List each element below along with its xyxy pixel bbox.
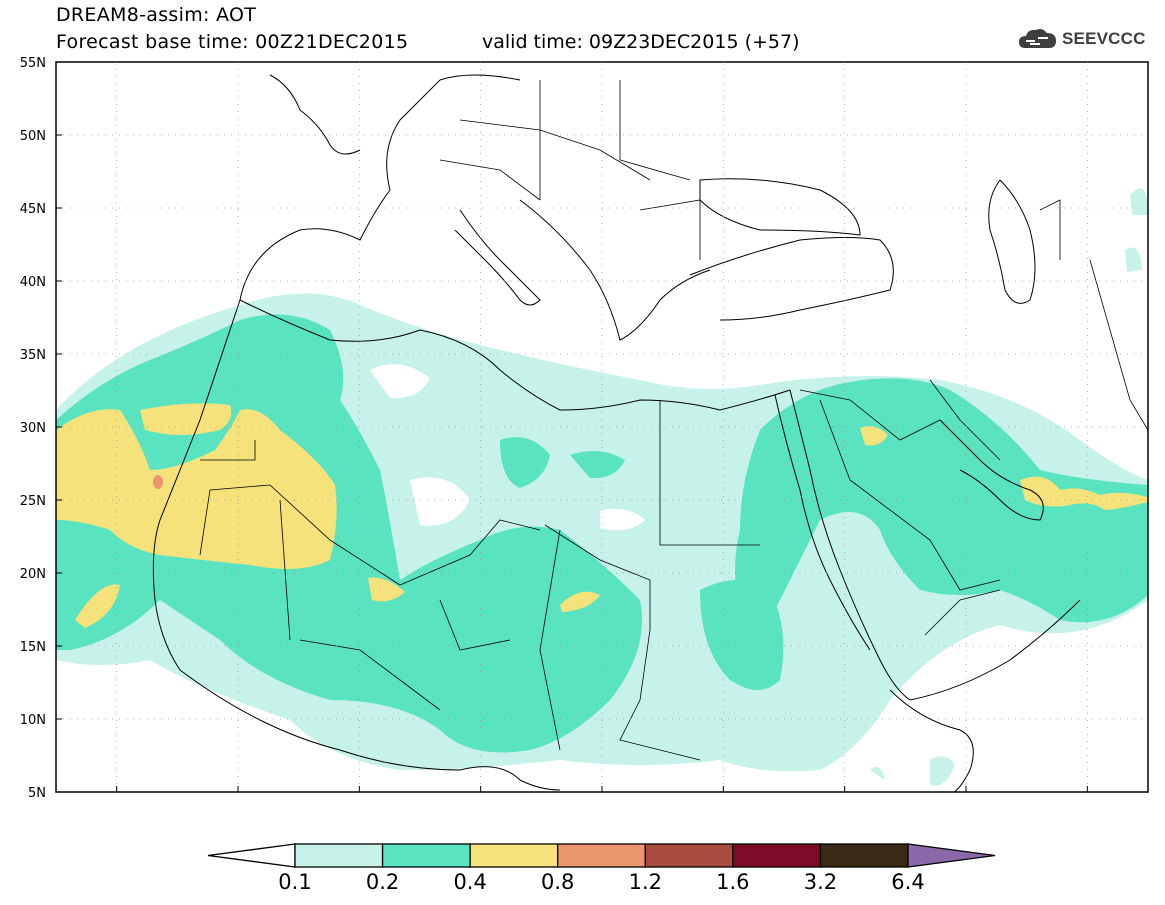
- legend-label: 0.4: [453, 870, 486, 894]
- map-title: DREAM8-assim: AOT: [56, 4, 257, 26]
- borders: [199, 80, 1148, 761]
- aot-map: 55N 50N 45N 40N 35N 30N 25N 20N 15N 10N 5N 20W10W0…: [20, 56, 1149, 800]
- legend-swatch: [732, 843, 822, 868]
- legend-swatch: [469, 843, 559, 868]
- aot-band-0.2-mideast: [735, 378, 1148, 623]
- gridlines: [56, 62, 1148, 792]
- legend-label: 1.6: [716, 870, 749, 894]
- coastlines: [152, 74, 1081, 792]
- legend-swatch: [819, 843, 909, 868]
- aot-contours: [56, 74, 1148, 792]
- lat-label: 30N: [20, 421, 46, 436]
- legend-label: 0.8: [541, 870, 574, 894]
- aot-band-0.4: [56, 409, 337, 569]
- lat-label: 10N: [20, 713, 46, 728]
- legend-swatch-below: [207, 843, 296, 868]
- lat-label: 5N: [28, 786, 46, 800]
- aot-band-0.1-east: [1125, 188, 1148, 272]
- legend-swatch: [294, 843, 384, 868]
- legend-label: 0.2: [366, 870, 399, 894]
- legend-swatch-above: [907, 843, 996, 868]
- lat-label: 20N: [20, 567, 46, 582]
- lat-label: 45N: [20, 202, 46, 217]
- cloud-logo-icon: [1019, 29, 1056, 48]
- legend-swatch: [381, 843, 471, 868]
- valid-time: valid time: 09Z23DEC2015 (+57): [482, 31, 800, 53]
- lat-label: 50N: [20, 129, 46, 144]
- lat-label: 35N: [20, 348, 46, 363]
- logo-text: SEEVCCC: [1062, 29, 1146, 48]
- legend-label: 3.2: [804, 870, 837, 894]
- latitude-labels: 55N 50N 45N 40N 35N 30N 25N 20N 15N 10N 5N: [20, 56, 62, 800]
- lat-label: 25N: [20, 494, 46, 509]
- lat-label: 40N: [20, 275, 46, 290]
- longitude-labels: 20W10W010E20E30E40E50E60E: [116, 786, 1088, 792]
- aot-band-0.8: [153, 475, 163, 489]
- forecast-base-time: Forecast base time: 00Z21DEC2015: [56, 31, 409, 53]
- legend-label: 1.2: [629, 870, 662, 894]
- legend-label: 0.1: [278, 870, 311, 894]
- seevccc-logo: SEEVCCC: [1018, 24, 1146, 54]
- legend-swatch: [557, 843, 646, 868]
- lat-label: 55N: [20, 56, 46, 71]
- legend-swatch: [644, 843, 734, 868]
- legend-label: 6.4: [891, 870, 924, 894]
- lat-label: 15N: [20, 640, 46, 655]
- legend: 0.1 0.2 0.4 0.8 1.2 1.6 3.2 6.4: [207, 843, 996, 894]
